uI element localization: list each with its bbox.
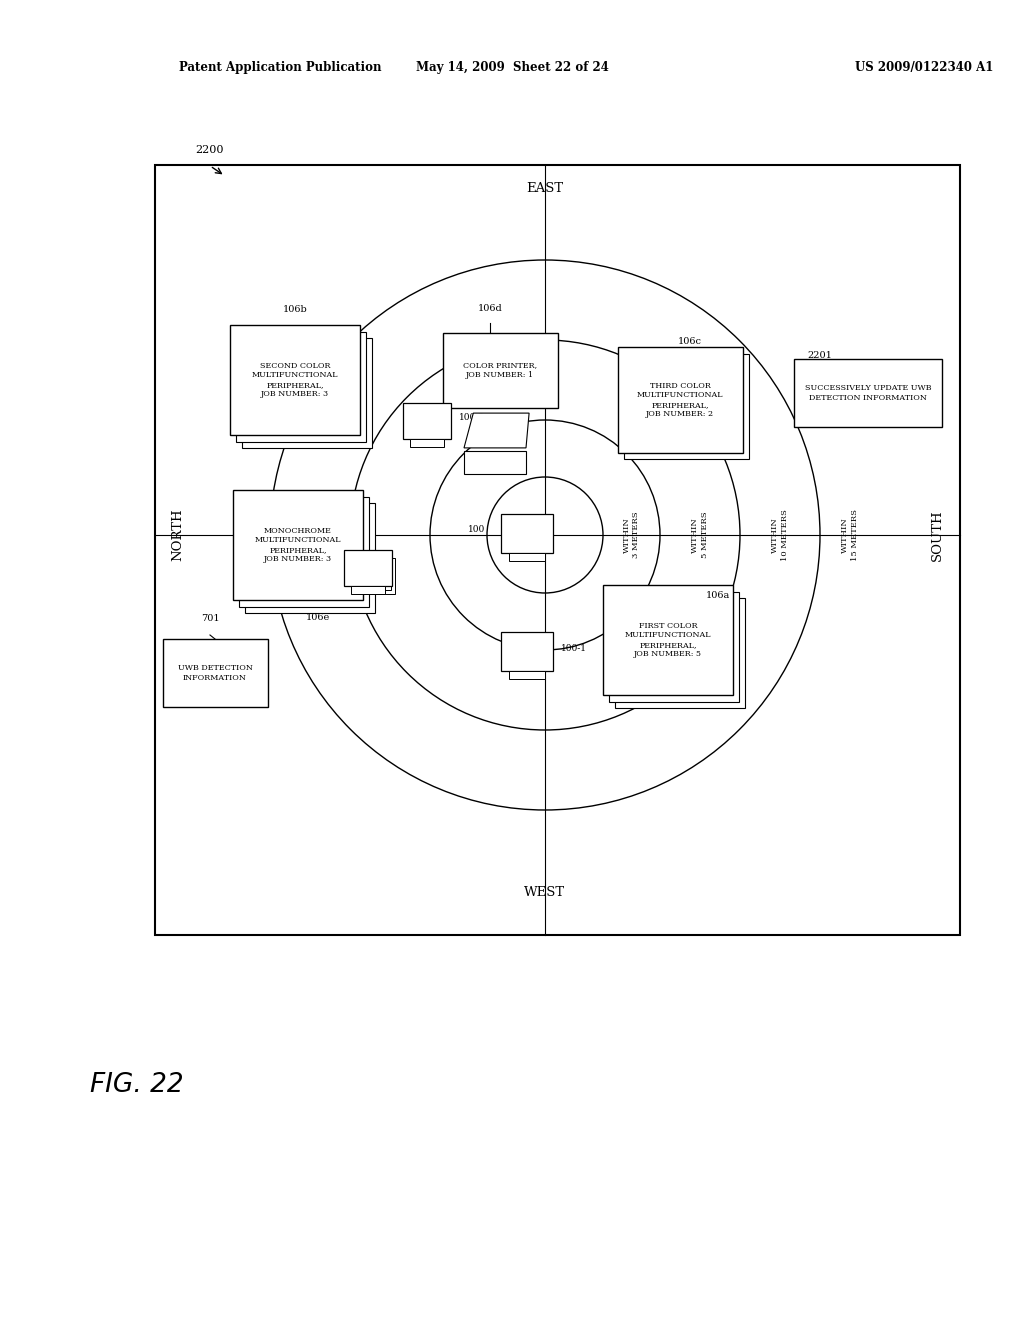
Text: WITHIN
10 METERS: WITHIN 10 METERS: [771, 510, 788, 561]
FancyBboxPatch shape: [603, 585, 733, 696]
FancyBboxPatch shape: [609, 591, 739, 702]
FancyBboxPatch shape: [163, 639, 267, 708]
Text: US 2009/0122340 A1: US 2009/0122340 A1: [855, 62, 993, 74]
Text: WITHIN
15 METERS: WITHIN 15 METERS: [842, 510, 858, 561]
FancyBboxPatch shape: [352, 558, 395, 594]
FancyBboxPatch shape: [615, 598, 745, 709]
FancyBboxPatch shape: [509, 671, 545, 680]
Text: THIRD COLOR
MULTIFUNCTIONAL
PERIPHERAL,
JOB NUMBER: 2: THIRD COLOR MULTIFUNCTIONAL PERIPHERAL, …: [637, 381, 723, 418]
Text: FIG. 22: FIG. 22: [90, 1072, 183, 1098]
FancyBboxPatch shape: [464, 451, 526, 474]
Text: 100-1: 100-1: [561, 644, 587, 652]
FancyBboxPatch shape: [246, 503, 375, 614]
FancyBboxPatch shape: [243, 338, 373, 449]
Text: WITHIN
3 METERS: WITHIN 3 METERS: [623, 512, 640, 558]
FancyBboxPatch shape: [403, 404, 451, 440]
Text: WITHIN
5 METERS: WITHIN 5 METERS: [691, 512, 709, 558]
FancyBboxPatch shape: [794, 359, 942, 426]
Text: 100-2: 100-2: [459, 413, 485, 422]
Text: May 14, 2009  Sheet 22 of 24: May 14, 2009 Sheet 22 of 24: [416, 62, 608, 74]
Text: 106b: 106b: [283, 305, 307, 314]
FancyBboxPatch shape: [348, 554, 391, 590]
Text: EAST: EAST: [526, 181, 563, 194]
FancyBboxPatch shape: [233, 490, 362, 601]
FancyBboxPatch shape: [411, 440, 443, 446]
Text: 100: 100: [468, 525, 485, 535]
FancyBboxPatch shape: [237, 331, 367, 442]
FancyBboxPatch shape: [442, 333, 557, 408]
Text: MONOCHROME
MULTIFUNCTIONAL
PERIPHERAL,
JOB NUMBER: 3: MONOCHROME MULTIFUNCTIONAL PERIPHERAL, J…: [255, 527, 341, 564]
Text: SECOND COLOR
MULTIFUNCTIONAL
PERIPHERAL,
JOB NUMBER: 3: SECOND COLOR MULTIFUNCTIONAL PERIPHERAL,…: [252, 362, 338, 399]
Text: UWB DETECTION
INFORMATION: UWB DETECTION INFORMATION: [177, 664, 253, 681]
FancyBboxPatch shape: [501, 513, 553, 553]
Polygon shape: [464, 413, 529, 447]
Text: NORTH: NORTH: [171, 508, 184, 561]
Text: 106c: 106c: [678, 338, 702, 346]
FancyBboxPatch shape: [240, 496, 369, 607]
Text: 106a: 106a: [706, 591, 730, 601]
Text: FIRST COLOR
MULTIFUNCTIONAL
PERIPHERAL,
JOB NUMBER: 5: FIRST COLOR MULTIFUNCTIONAL PERIPHERAL, …: [625, 622, 712, 659]
FancyBboxPatch shape: [624, 354, 749, 459]
Text: 701: 701: [201, 614, 219, 623]
Text: 2201: 2201: [808, 351, 833, 359]
Text: WEST: WEST: [524, 887, 565, 899]
FancyBboxPatch shape: [509, 553, 545, 561]
Text: 2200: 2200: [196, 145, 224, 154]
FancyBboxPatch shape: [230, 325, 360, 436]
Text: 106d: 106d: [477, 304, 503, 313]
FancyBboxPatch shape: [351, 586, 385, 594]
Text: SOUTH: SOUTH: [931, 510, 943, 561]
Text: COLOR PRINTER,
JOB NUMBER: 1: COLOR PRINTER, JOB NUMBER: 1: [463, 362, 537, 379]
Text: SUCCESSIVELY UPDATE UWB
DETECTION INFORMATION: SUCCESSIVELY UPDATE UWB DETECTION INFORM…: [805, 384, 931, 401]
FancyBboxPatch shape: [344, 550, 392, 586]
Text: 106e: 106e: [306, 612, 330, 622]
Text: Patent Application Publication: Patent Application Publication: [179, 62, 382, 74]
FancyBboxPatch shape: [617, 347, 742, 453]
FancyBboxPatch shape: [501, 632, 553, 671]
